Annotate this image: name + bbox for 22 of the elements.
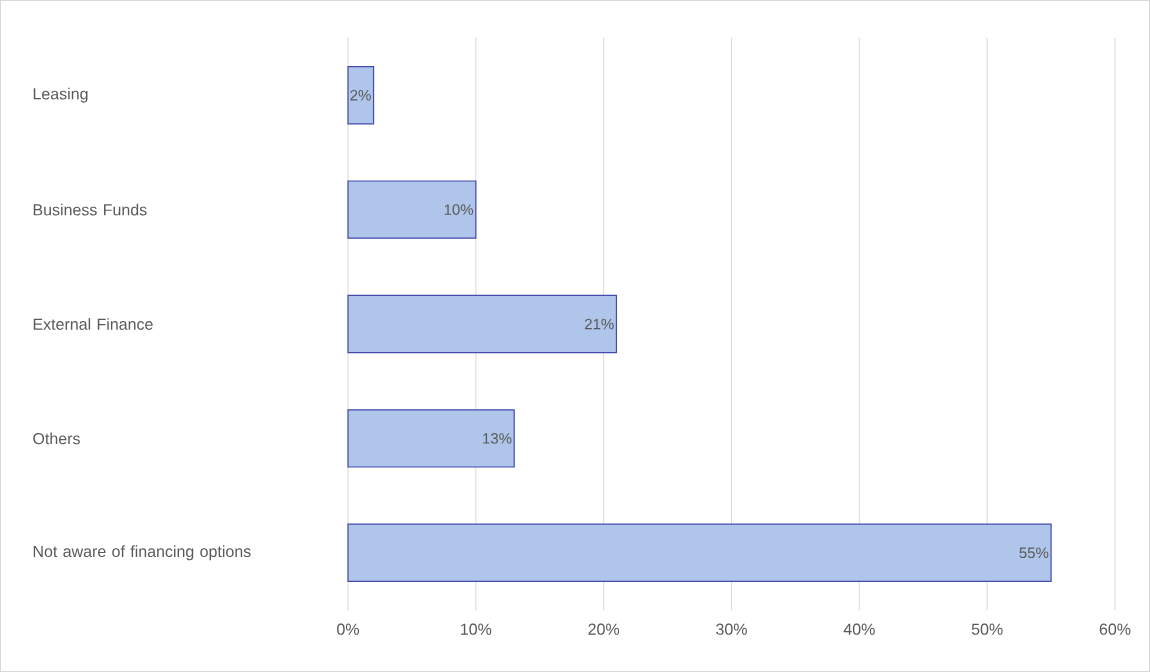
- y-tick-label: Not aware of financing options: [33, 545, 251, 561]
- y-tick-label: Others: [33, 432, 80, 445]
- data-label: 55%: [1019, 547, 1049, 559]
- y-tick-label: External Finance: [33, 318, 153, 330]
- x-tick-label: 30%: [716, 623, 747, 635]
- bar: [347, 409, 515, 468]
- bar: [347, 66, 375, 125]
- y-tick-label: Leasing: [33, 87, 88, 103]
- x-tick-label: 20%: [588, 623, 620, 635]
- x-tick-label: 40%: [843, 623, 875, 635]
- data-label: 10%: [444, 204, 474, 215]
- x-tick-label: 50%: [971, 623, 1003, 635]
- y-tick-label: Business Funds: [33, 203, 147, 216]
- x-tick-label: 0%: [337, 623, 359, 635]
- data-label: 13%: [483, 433, 512, 444]
- bar: [347, 523, 1052, 583]
- bar: [347, 294, 618, 354]
- data-label: 21%: [584, 318, 614, 330]
- x-tick-label: 10%: [461, 623, 492, 635]
- x-tick-label: 60%: [1099, 623, 1131, 635]
- data-label: 2%: [350, 89, 371, 101]
- bar: [347, 180, 477, 239]
